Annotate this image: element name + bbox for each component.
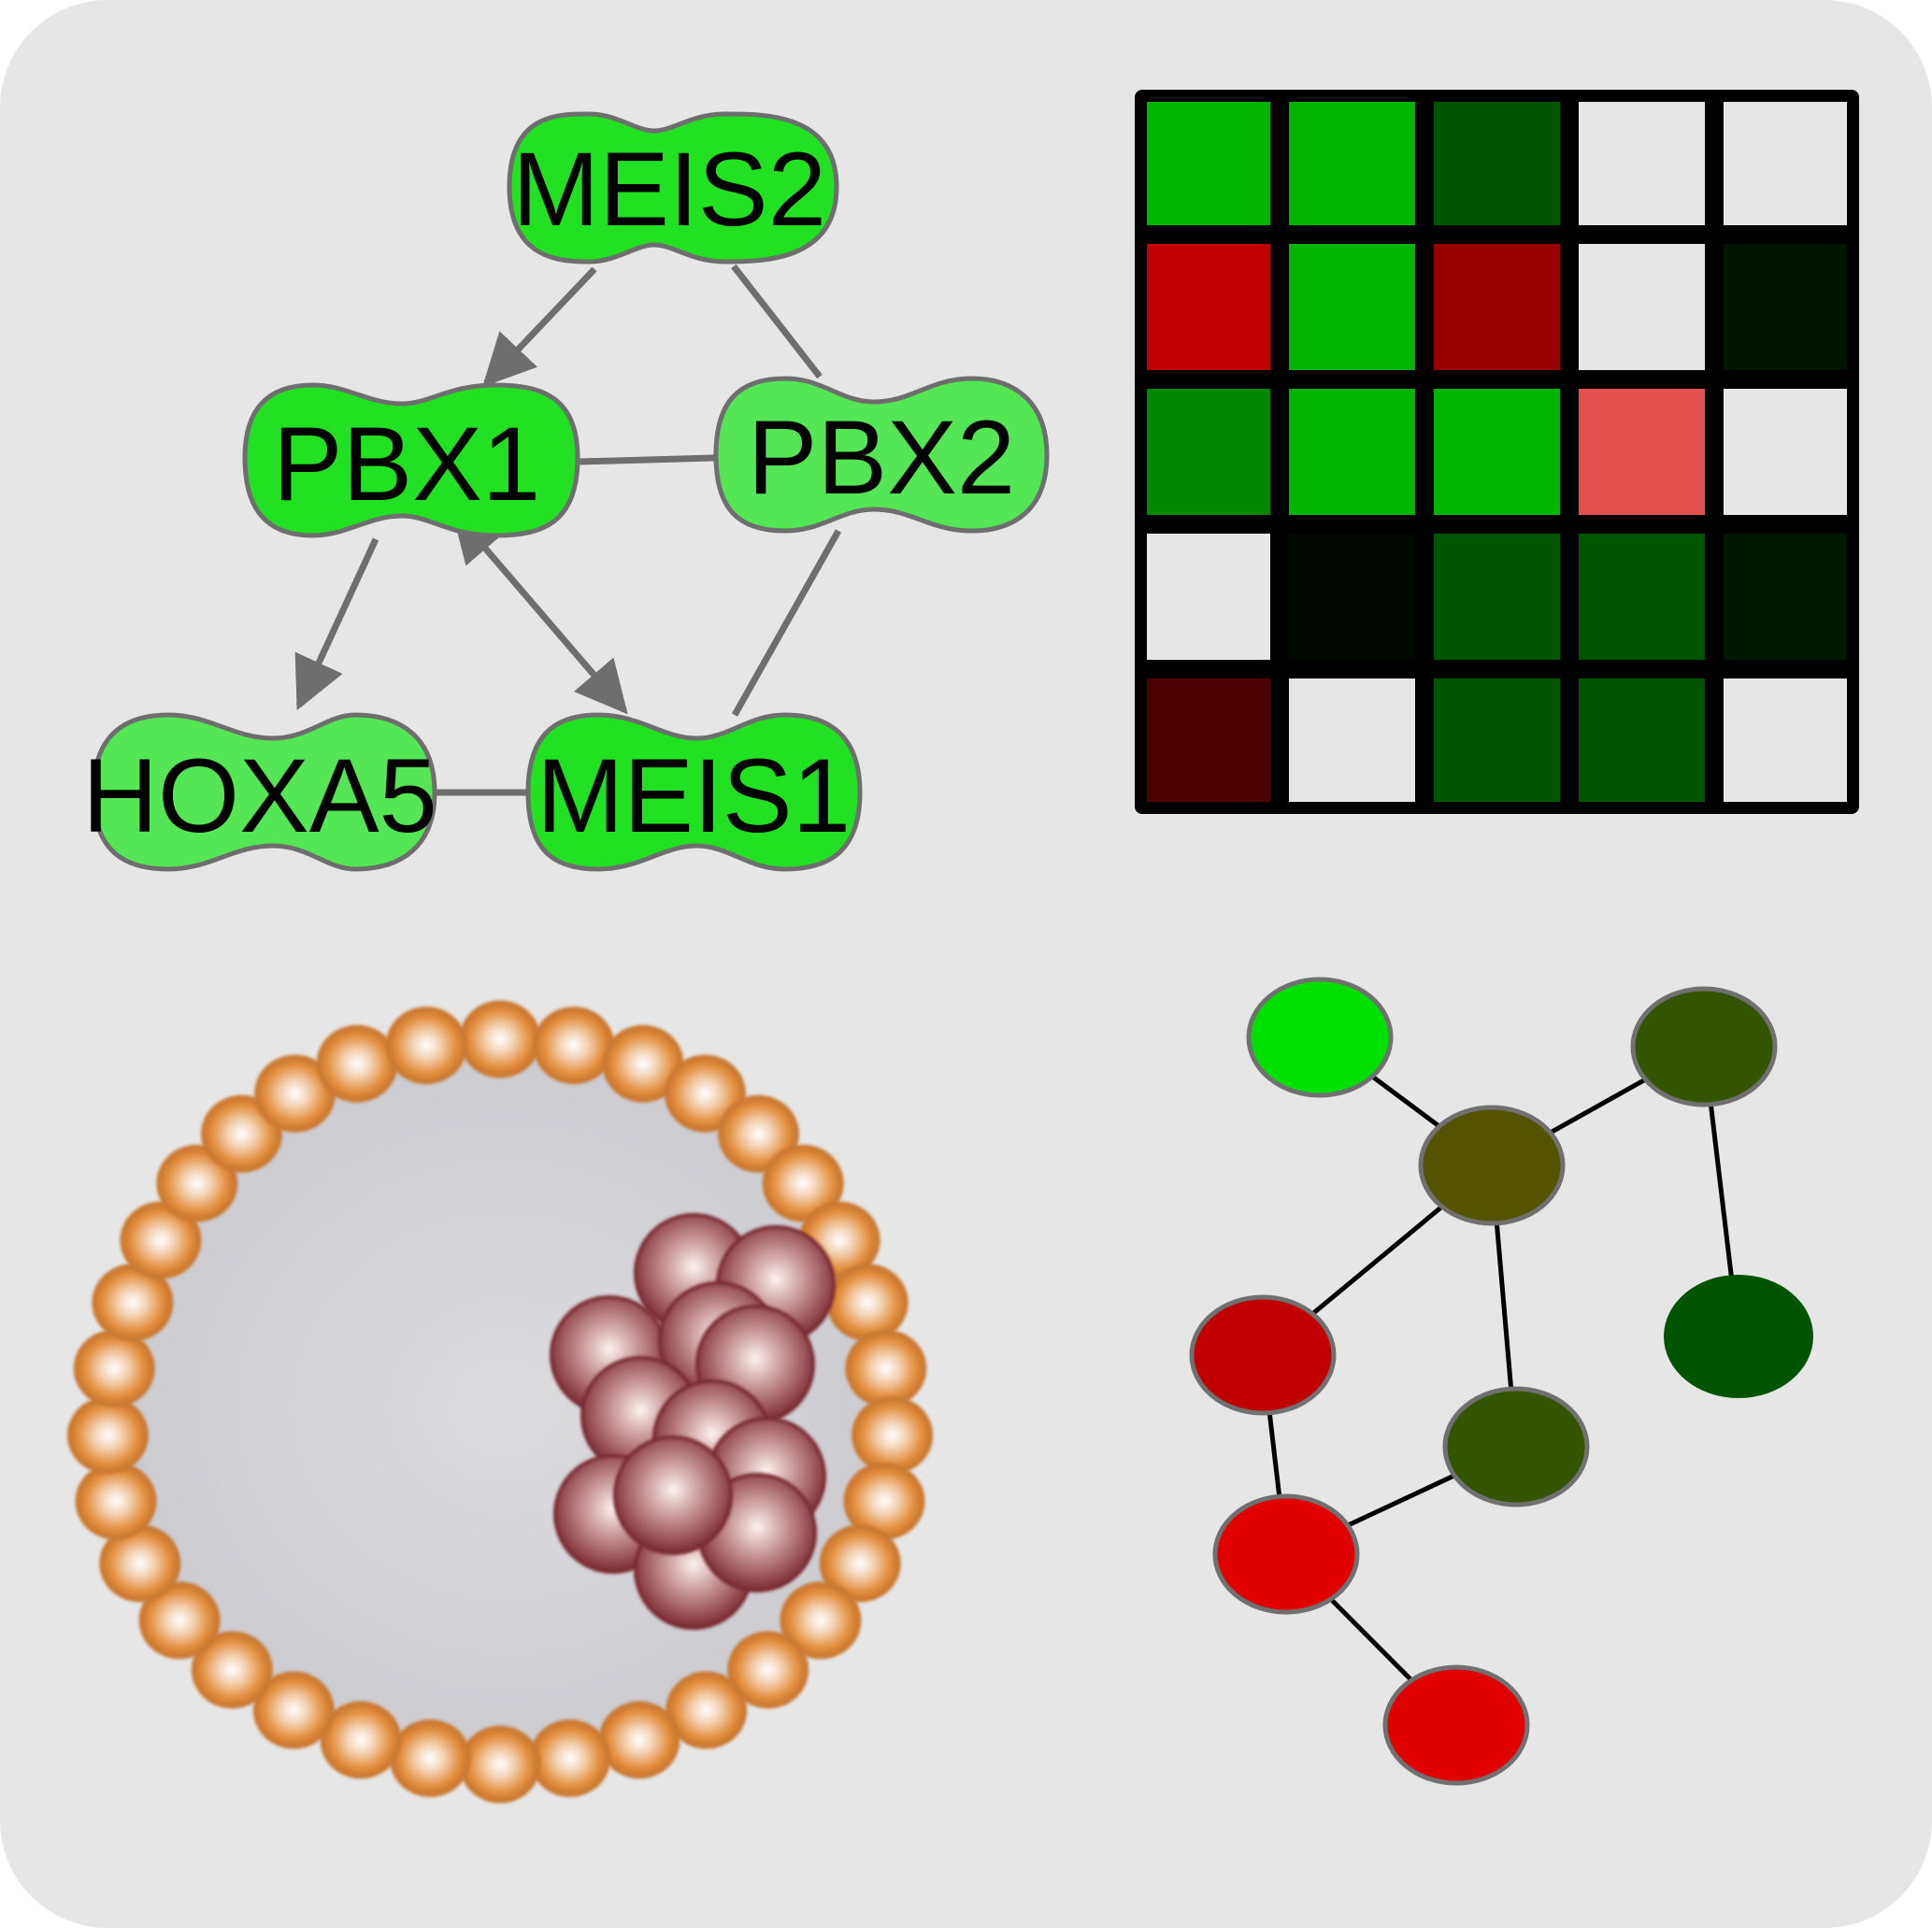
- edge-meis2-pbx1: [482, 266, 597, 388]
- network-node-n8: [1382, 1664, 1530, 1786]
- gene-label-meis1: MEIS1: [537, 737, 851, 854]
- heatmap-cell-r3-c2: [1289, 389, 1415, 515]
- gene-node-pbx1-shape: [242, 382, 580, 538]
- gene-network: MEIS2 PBX1 PBX2 HOXA5 MEIS1: [82, 111, 1050, 872]
- trophoblast-cell: [845, 1329, 927, 1407]
- network-node-n1: [1246, 977, 1394, 1098]
- heatmap-cell-r5-c2: [1289, 678, 1415, 802]
- trophoblast-cell: [385, 1007, 467, 1085]
- trophoblast-cell: [598, 1701, 680, 1779]
- heatmap-cell-r5-c5: [1724, 678, 1847, 802]
- gene-node-meis2: MEIS2: [507, 111, 839, 264]
- trophoblast-cell: [66, 1396, 149, 1475]
- gene-node-pbx2: PBX2: [713, 376, 1050, 534]
- heatmap-cell-r1-c3: [1434, 102, 1560, 225]
- gene-node-meis1-shape: [525, 712, 863, 872]
- heatmap-cell-r5-c3: [1434, 678, 1560, 802]
- trophoblast-cell: [389, 1719, 471, 1797]
- gene-label-pbx1: PBX1: [273, 406, 540, 522]
- heatmap-cell-r2-c2: [1289, 244, 1415, 370]
- heatmap-cell-r4-c4: [1579, 534, 1705, 660]
- heatmap-cell-r3-c5: [1724, 389, 1847, 515]
- network-node-n3: [1418, 1105, 1566, 1226]
- trophoblast-cell: [75, 1462, 157, 1540]
- heatmap-cell-r3-c1: [1147, 389, 1270, 515]
- heatmap-cell-r4-c1: [1147, 534, 1270, 660]
- color-network: [1189, 977, 1813, 1786]
- heatmap-cell-r1-c4: [1579, 102, 1705, 225]
- gene-node-hoxa5-shape: [91, 712, 437, 872]
- trophoblast-cell: [762, 1144, 844, 1222]
- gene-node-pbx1: PBX1: [242, 382, 580, 538]
- heatmap-cell-r2-c5: [1724, 244, 1847, 370]
- edge-pbx2-meis1: [731, 529, 842, 717]
- trophoblast-cell: [316, 1024, 398, 1103]
- trophoblast-cell: [138, 1581, 221, 1660]
- network-node-n5: [1664, 1275, 1813, 1398]
- gene-node-meis2-shape: [507, 111, 839, 264]
- edge-meis2-pbx2: [731, 264, 823, 379]
- heatmap-cell-r4-c3: [1434, 534, 1560, 660]
- gene-label-meis2: MEIS2: [512, 131, 826, 248]
- trophoblast-cell: [826, 1264, 909, 1342]
- trophoblast-cell: [459, 1000, 541, 1078]
- trophoblast-cell: [120, 1201, 202, 1279]
- heatmap-cell-r3-c4: [1579, 389, 1705, 515]
- heatmap-cell-r1-c5: [1724, 102, 1847, 225]
- trophoblast-ring: [66, 1000, 934, 1804]
- edge-pbx1-meis1: [451, 508, 628, 715]
- heatmap-cell-r4-c5: [1724, 534, 1847, 660]
- edge-pbx1-hoxa5: [294, 537, 379, 711]
- trophoblast-cell: [665, 1671, 748, 1749]
- gene-label-hoxa5: HOXA5: [82, 737, 437, 854]
- network-node-n7: [1212, 1493, 1360, 1615]
- trophoblast-cell: [533, 1007, 615, 1085]
- gene-edges: [294, 264, 842, 796]
- network-node-n4: [1189, 1294, 1337, 1416]
- heatmap-cell-r2-c3: [1434, 244, 1560, 370]
- blastocyst-illustration: [66, 1000, 934, 1804]
- network-node-n2: [1630, 986, 1778, 1107]
- heatmap-cell-r4-c2: [1289, 534, 1415, 660]
- trophoblast-cell: [727, 1631, 809, 1709]
- network-node-n6: [1442, 1386, 1590, 1507]
- heatmap-cell-r2-c4: [1579, 244, 1705, 370]
- gene-node-hoxa5: HOXA5: [82, 712, 437, 872]
- inner-cell: [613, 1435, 733, 1555]
- heatmap-cell-r3-c3: [1434, 389, 1560, 515]
- trophoblast-cell: [718, 1094, 799, 1173]
- heatmap-grid: [1135, 90, 1859, 814]
- heatmap-cell-r1-c2: [1289, 102, 1415, 225]
- gene-label-pbx2: PBX2: [748, 399, 1015, 516]
- trophoblast-cell: [819, 1524, 901, 1603]
- trophoblast-cell: [191, 1631, 273, 1709]
- heatmap-cell-r5-c1: [1147, 678, 1270, 802]
- trophoblast-cell: [852, 1396, 934, 1475]
- heatmap-cell-r5-c4: [1579, 678, 1705, 802]
- heatmap-cell-r1-c1: [1147, 102, 1270, 225]
- inner-cell-mass: [550, 1213, 836, 1630]
- trophoblast-cell: [252, 1671, 335, 1749]
- trophoblast-cell: [73, 1329, 155, 1407]
- heatmap-cell-r2-c1: [1147, 244, 1270, 370]
- trophoblast-cell: [529, 1719, 611, 1797]
- trophoblast-cell: [459, 1725, 541, 1804]
- trophoblast-cell: [156, 1144, 238, 1222]
- gene-node-pbx2-shape: [713, 376, 1050, 534]
- trophoblast-cell: [320, 1701, 402, 1779]
- trophoblast-cell: [780, 1581, 862, 1660]
- gene-node-meis1: MEIS1: [525, 712, 863, 872]
- edge-pbx1-pbx2: [579, 454, 715, 465]
